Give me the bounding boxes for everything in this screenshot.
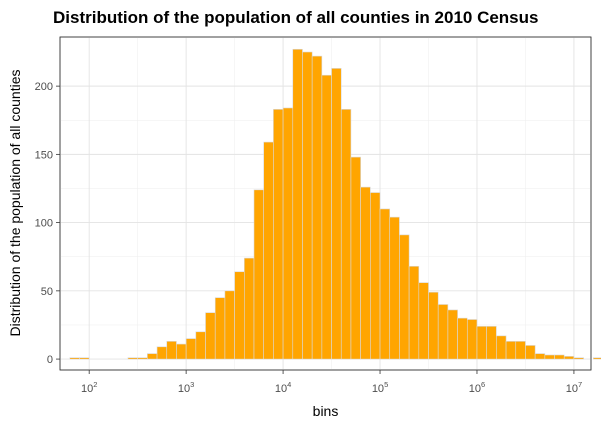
histogram-bar [253, 189, 264, 360]
histogram-bar [389, 216, 400, 360]
histogram-bar [205, 312, 216, 360]
histogram-bar [214, 297, 226, 360]
histogram-bar [282, 107, 294, 360]
x-tick-label: 106 [469, 380, 485, 395]
histogram-bar [563, 356, 575, 360]
x-tick-label: 107 [566, 380, 582, 395]
x-tick-label: 103 [178, 380, 194, 395]
histogram-bar [437, 304, 449, 360]
histogram-bar [534, 353, 546, 360]
histogram-bar [476, 326, 487, 360]
x-tick-label: 104 [275, 380, 291, 395]
x-tick-label: 102 [81, 380, 97, 395]
histogram-bar [573, 357, 584, 360]
histogram-bar [525, 345, 536, 360]
x-axis-title: bins [313, 403, 339, 419]
y-tick-label: 100 [35, 218, 53, 230]
histogram-bar [273, 109, 284, 360]
y-tick-label: 200 [35, 81, 53, 93]
histogram-bar [331, 68, 342, 360]
histogram-bar [244, 257, 255, 360]
histogram-bar [399, 234, 410, 360]
histogram-bar [311, 55, 323, 360]
histogram-bar [340, 109, 352, 360]
histogram-bar [593, 357, 601, 360]
bars [69, 48, 601, 360]
histogram-bar [79, 357, 90, 360]
histogram-bar [505, 341, 517, 360]
y-axis-ticks: 0 50 100 150 200 [35, 81, 60, 366]
histogram-bar [302, 51, 313, 360]
histogram-bar [466, 319, 478, 360]
x-tick-label: 105 [372, 380, 388, 395]
histogram-bar [185, 338, 197, 360]
histogram-bar [69, 357, 80, 360]
histogram-bar [137, 357, 148, 360]
chart-title: Distribution of the population of all co… [53, 8, 538, 27]
y-tick-label: 0 [47, 354, 53, 366]
histogram-bar [234, 271, 245, 360]
histogram-bar [292, 48, 303, 360]
histogram-bar [486, 326, 497, 360]
y-tick-label: 150 [35, 149, 53, 161]
histogram-bar [176, 343, 187, 360]
histogram-bar [350, 156, 361, 360]
histogram-bar [544, 354, 555, 360]
histogram-bar [127, 357, 138, 360]
histogram-bar [457, 317, 468, 360]
histogram-bar [428, 291, 439, 360]
histogram-bar [554, 354, 565, 360]
histogram-bar [447, 309, 458, 360]
histogram-bar [515, 341, 526, 360]
histogram-bar [224, 290, 235, 360]
x-axis-ticks: 102 103 104 105 106 107 [81, 370, 582, 395]
histogram-bar [370, 192, 381, 360]
histogram-bar [166, 341, 177, 360]
plot-border [59, 36, 592, 371]
histogram-bar [408, 265, 420, 360]
histogram-bar [156, 346, 168, 360]
histogram-bar [147, 353, 158, 360]
histogram-bar [360, 186, 371, 360]
histogram-bar [195, 331, 206, 360]
histogram-bar [496, 335, 507, 360]
histogram-bar [418, 282, 429, 360]
y-tick-label: 50 [41, 286, 53, 298]
histogram-bar [263, 141, 274, 360]
histogram-bar [379, 208, 391, 360]
y-axis-title: Distribution of the population of all co… [7, 70, 23, 337]
histogram-bar [321, 74, 332, 360]
